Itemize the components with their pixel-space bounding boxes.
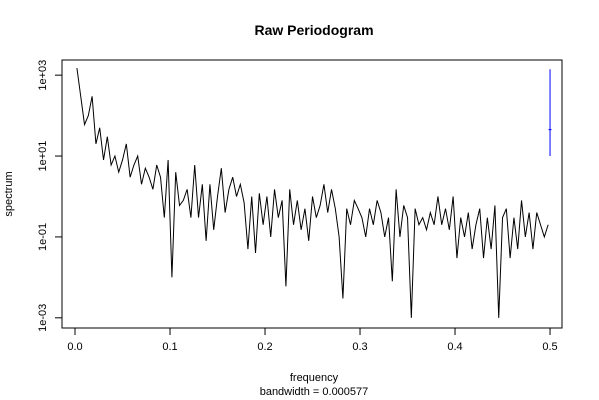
- y-tick-label: 1e+03: [37, 60, 49, 91]
- y-tick-label: 1e-01: [37, 223, 49, 251]
- chart-title: Raw Periodogram: [254, 22, 373, 38]
- x-tick-label: 0.0: [67, 341, 82, 353]
- spectrum-line: [76, 67, 549, 318]
- subtitle: bandwidth = 0.000577: [260, 386, 369, 398]
- x-tick-label: 0.2: [257, 341, 272, 353]
- y-tick-label: 1e-03: [37, 304, 49, 332]
- x-tick-label: 0.4: [447, 341, 462, 353]
- x-axis-label: frequency: [290, 372, 339, 384]
- plot-box: [61, 59, 563, 329]
- y-axis-label: spectrum: [3, 171, 15, 216]
- x-tick-label: 0.5: [542, 341, 557, 353]
- y-tick-label: 1e+01: [37, 141, 49, 172]
- x-tick-label: 0.3: [352, 341, 367, 353]
- x-tick-label: 0.1: [162, 341, 177, 353]
